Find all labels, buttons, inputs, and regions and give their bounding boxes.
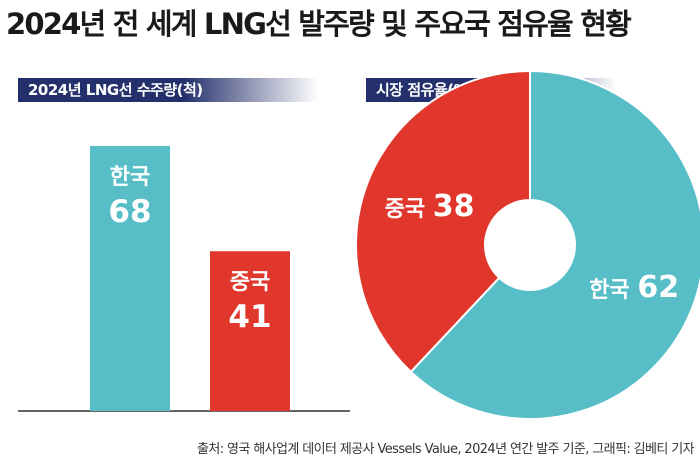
bar-category-label: 한국 xyxy=(110,165,150,190)
pie-slice-label: 중국 38 xyxy=(385,189,475,224)
pie-value-label: 38 xyxy=(433,189,475,224)
bar-value-label: 41 xyxy=(228,299,271,335)
source-note: 출처: 영국 해사업계 데이터 제공사 Vessels Value, 2024년… xyxy=(197,442,695,457)
bar-value-label: 68 xyxy=(108,194,151,230)
pie-slice-label: 한국 62 xyxy=(589,270,679,305)
bar-korea xyxy=(90,146,170,411)
pie-slice-korea xyxy=(409,69,700,420)
bar-china xyxy=(210,251,290,411)
pie-slice-china xyxy=(355,69,531,374)
bar-chart-title: 2024년 LNG선 수주량(척) xyxy=(18,78,318,102)
bar-category-label: 중국 xyxy=(230,270,270,295)
chart-title: 2024년 전 세계 LNG선 발주량 및 주요국 점유율 현황 xyxy=(6,7,632,41)
pie-category-label: 한국 xyxy=(589,278,637,303)
pie-category-label: 중국 xyxy=(385,197,433,222)
pie-value-label: 62 xyxy=(637,270,679,305)
